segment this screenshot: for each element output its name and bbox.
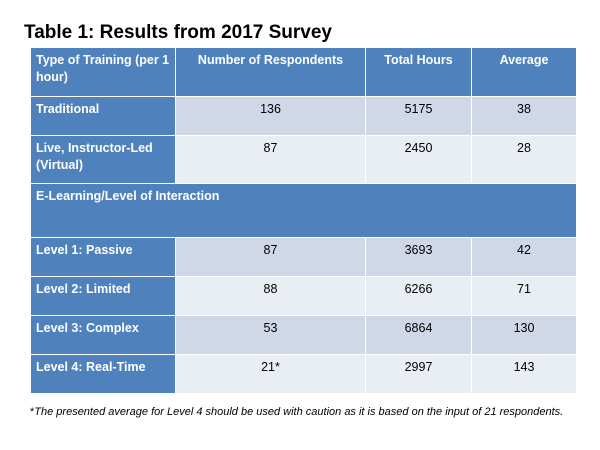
section-row: E-Learning/Level of Interaction [30, 183, 577, 238]
average-cell: 143 [471, 354, 577, 394]
total-hours-cell: 6266 [365, 276, 472, 316]
footnote-text: The presented average for Level 4 should… [34, 406, 564, 418]
row-label: Traditional [30, 96, 176, 136]
row-label: Live, Instructor-Led (Virtual) [30, 135, 176, 184]
footnote: *The presented average for Level 4 shoul… [30, 405, 576, 420]
header-total-hours: Total Hours [365, 47, 472, 97]
table-row: Level 3: Complex 53 6864 130 [30, 315, 577, 355]
total-hours-cell: 2450 [365, 135, 472, 184]
footnote-marker: * [30, 406, 35, 418]
row-label: Level 3: Complex [30, 315, 176, 355]
table-header-row: Type of Training (per 1 hour) Number of … [30, 47, 577, 97]
table-row: Level 2: Limited 88 6266 71 [30, 276, 577, 316]
table-row: Traditional 136 5175 38 [30, 96, 577, 136]
table-row: Level 1: Passive 87 3693 42 [30, 237, 577, 277]
respondents-cell: 21* [175, 354, 366, 394]
total-hours-cell: 3693 [365, 237, 472, 277]
table-title: Table 1: Results from 2017 Survey [24, 22, 332, 43]
row-label: Level 2: Limited [30, 276, 176, 316]
section-label: E-Learning/Level of Interaction [30, 183, 577, 238]
respondents-cell: 88 [175, 276, 366, 316]
total-hours-cell: 2997 [365, 354, 472, 394]
header-average: Average [471, 47, 577, 97]
table-row: Level 4: Real-Time 21* 2997 143 [30, 354, 577, 394]
average-cell: 28 [471, 135, 577, 184]
average-cell: 71 [471, 276, 577, 316]
average-cell: 130 [471, 315, 577, 355]
respondents-cell: 87 [175, 237, 366, 277]
average-cell: 38 [471, 96, 577, 136]
header-number-of-respondents: Number of Respondents [175, 47, 366, 97]
respondents-cell: 87 [175, 135, 366, 184]
respondents-cell: 53 [175, 315, 366, 355]
table-row: Live, Instructor-Led (Virtual) 87 2450 2… [30, 135, 577, 184]
average-cell: 42 [471, 237, 577, 277]
respondents-cell: 136 [175, 96, 366, 136]
total-hours-cell: 6864 [365, 315, 472, 355]
total-hours-cell: 5175 [365, 96, 472, 136]
row-label: Level 4: Real-Time [30, 354, 176, 394]
row-label: Level 1: Passive [30, 237, 176, 277]
survey-results-table: Type of Training (per 1 hour) Number of … [30, 47, 577, 394]
header-type-of-training: Type of Training (per 1 hour) [30, 47, 176, 97]
